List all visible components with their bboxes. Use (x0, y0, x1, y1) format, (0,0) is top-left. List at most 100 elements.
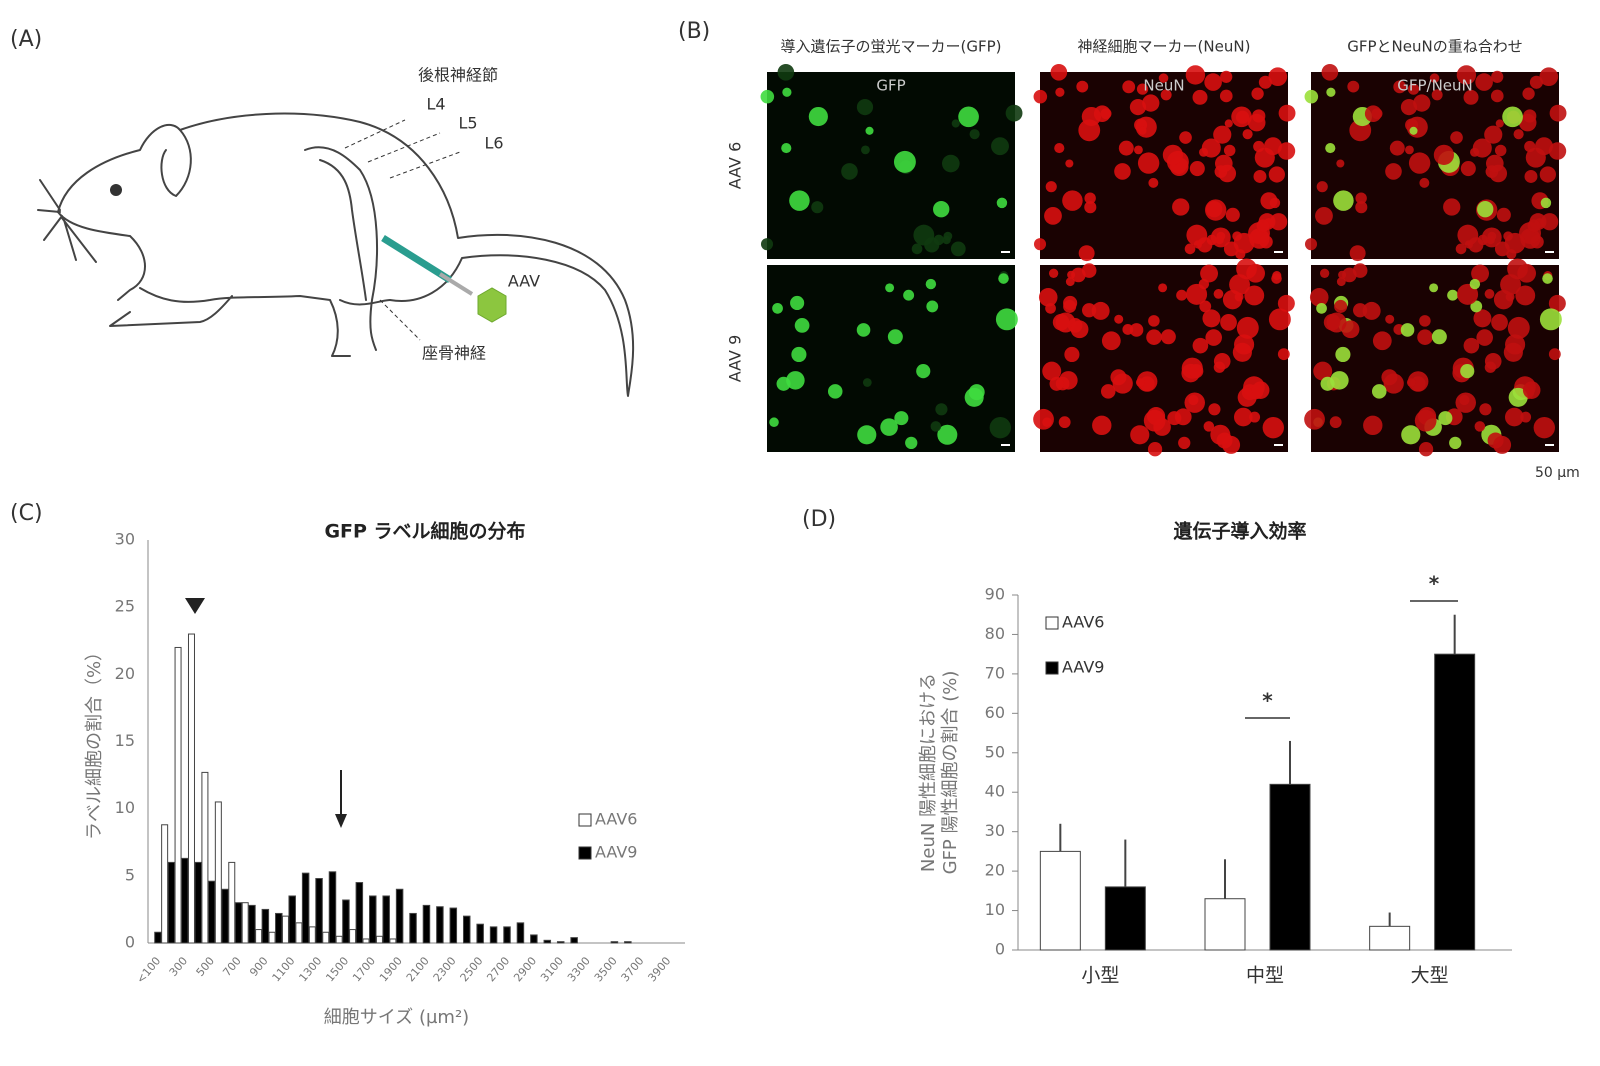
cell (1325, 142, 1336, 154)
x-tick-label: 3900 (646, 955, 674, 985)
y-tick-label: 30 (115, 530, 135, 549)
cell (1118, 140, 1134, 156)
cell (856, 98, 874, 116)
y-tick-label: 15 (115, 731, 135, 750)
cell (950, 241, 966, 257)
cell (926, 300, 939, 313)
cell (1493, 290, 1514, 310)
legend-swatch (1045, 661, 1059, 675)
bar (308, 926, 316, 944)
bar (181, 857, 189, 944)
cell (1524, 140, 1536, 153)
cell (1542, 273, 1553, 284)
y-tick-label: 20 (985, 861, 1005, 880)
cell (1160, 89, 1172, 101)
cell (1449, 436, 1462, 449)
cell (760, 238, 774, 251)
x-tick-label: 2300 (431, 955, 459, 985)
cell (1135, 378, 1145, 387)
bar (342, 899, 350, 944)
cell (1304, 408, 1325, 430)
bar (355, 882, 364, 944)
x-tick-label: 2900 (511, 955, 539, 985)
cell (991, 137, 1009, 156)
cell (1078, 245, 1095, 262)
bar (187, 633, 195, 944)
bar (409, 912, 417, 944)
cell (911, 243, 923, 255)
cell (969, 129, 980, 140)
y-tick-label: 10 (985, 900, 1005, 919)
bar (174, 646, 182, 944)
cell (1470, 300, 1483, 313)
cell (1147, 442, 1163, 457)
bar (201, 771, 209, 944)
cell (1223, 144, 1236, 157)
cell (998, 273, 1009, 284)
panel-label: (B) (678, 19, 710, 44)
cell (1506, 249, 1517, 260)
bar (295, 922, 303, 944)
annotation: 後根神経節 (418, 66, 498, 85)
cell (1058, 416, 1071, 429)
cell (1548, 348, 1561, 361)
cell (1371, 384, 1387, 399)
bar (234, 902, 243, 944)
cell (1084, 192, 1096, 204)
bar (335, 935, 343, 944)
micrograph (767, 72, 1015, 259)
x-tick-label: <100 (134, 955, 163, 987)
cell (1429, 283, 1439, 293)
cell (776, 376, 791, 391)
cell (1247, 113, 1266, 132)
x-axis-label: 細胞サイズ (µm²) (324, 1007, 469, 1028)
cell (1347, 80, 1360, 93)
cell (1520, 411, 1532, 423)
cell (1084, 201, 1097, 214)
cell (1495, 119, 1504, 128)
cell (1059, 371, 1078, 390)
cell (1220, 314, 1237, 331)
cell (781, 142, 792, 154)
cell (1158, 73, 1169, 83)
x-tick-label: 1900 (377, 955, 405, 985)
cell (1198, 278, 1210, 290)
cell (1484, 289, 1495, 299)
x-tick-label: 2500 (458, 955, 486, 985)
cell (1438, 411, 1453, 426)
cell (1363, 415, 1383, 436)
bar (375, 935, 383, 944)
cell (1216, 432, 1233, 449)
x-tick-label: 2100 (404, 955, 432, 985)
cell (933, 201, 950, 218)
cell (1185, 65, 1206, 85)
cell (1262, 416, 1284, 439)
cell (811, 201, 824, 214)
scale-bar (1001, 444, 1010, 446)
cell (1500, 274, 1521, 296)
cell (1539, 308, 1562, 331)
cell (1233, 232, 1255, 254)
bar (167, 861, 176, 944)
image-label: NeuN (1143, 77, 1184, 95)
bar (214, 801, 222, 944)
cell (1524, 170, 1538, 183)
cell (1136, 371, 1158, 392)
cell (1044, 206, 1062, 225)
cell (1507, 316, 1530, 339)
cell (1256, 219, 1270, 233)
cell (1333, 190, 1354, 211)
cell (1431, 329, 1447, 345)
cell (1503, 342, 1523, 362)
bar (1204, 898, 1246, 951)
cell (1522, 381, 1541, 399)
cell (1249, 411, 1261, 423)
cell (1237, 387, 1257, 407)
cell (1479, 403, 1492, 416)
cell (841, 163, 858, 180)
cell (1199, 300, 1212, 313)
cell (1477, 234, 1489, 246)
cell (1213, 125, 1232, 144)
cell (1204, 73, 1222, 91)
cell (794, 318, 810, 333)
